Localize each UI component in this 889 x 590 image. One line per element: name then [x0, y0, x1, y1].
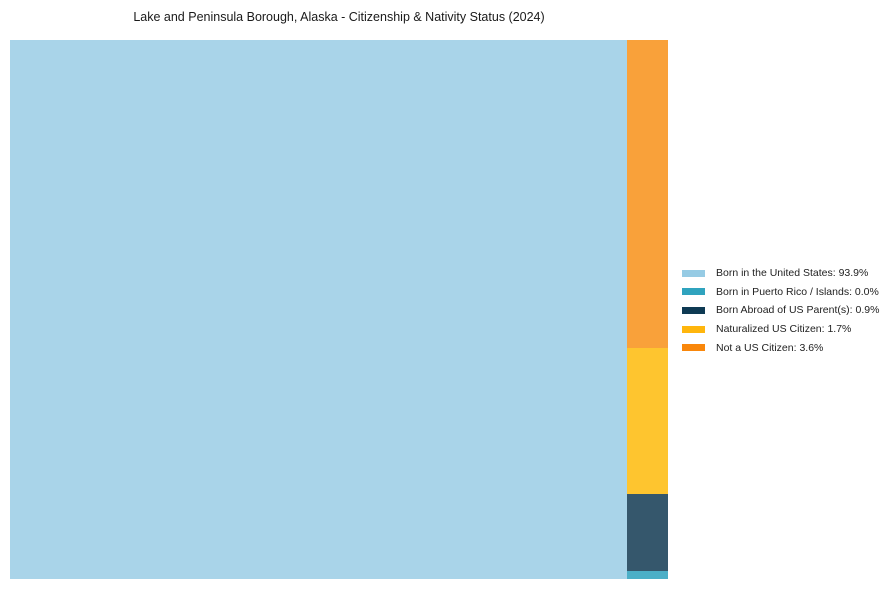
treemap-tile-born-in-the-united-states: [10, 40, 628, 579]
legend-label: Born in Puerto Rico / Islands: 0.0%: [716, 285, 879, 298]
legend-swatch-icon: [682, 325, 705, 333]
legend-item-not-a-us-citizen: Not a US Citizen: 3.6%: [682, 338, 879, 357]
legend-label: Born in the United States: 93.9%: [716, 267, 869, 280]
legend-label: Naturalized US Citizen: 1.7%: [716, 323, 852, 336]
legend-item-born-in-the-united-states: Born in the United States: 93.9%: [682, 264, 879, 283]
legend: Born in the United States: 93.9% Born in …: [682, 264, 879, 357]
treemap-tile-not-a-us-citizen: [627, 40, 668, 349]
legend-label: Born Abroad of US Parent(s): 0.9%: [716, 304, 880, 317]
treemap-plot-area: [10, 40, 668, 579]
legend-item-naturalized-us-citizen: Naturalized US Citizen: 1.7%: [682, 320, 879, 339]
legend-label: Not a US Citizen: 3.6%: [716, 341, 824, 354]
treemap-tile-born-in-puerto-rico-islands: [627, 571, 668, 579]
legend-swatch-icon: [682, 288, 705, 296]
legend-swatch-icon: [682, 306, 705, 314]
legend-swatch-icon: [682, 344, 705, 352]
legend-item-born-in-puerto-rico-islands: Born in Puerto Rico / Islands: 0.0%: [682, 283, 879, 302]
treemap-tile-born-abroad-of-us-parent-s: [627, 493, 668, 571]
chart-title: Lake and Peninsula Borough, Alaska - Cit…: [133, 10, 545, 24]
treemap-tile-naturalized-us-citizen: [627, 348, 668, 494]
legend-swatch-icon: [682, 269, 705, 277]
legend-item-born-abroad-of-us-parent-s: Born Abroad of US Parent(s): 0.9%: [682, 301, 879, 320]
